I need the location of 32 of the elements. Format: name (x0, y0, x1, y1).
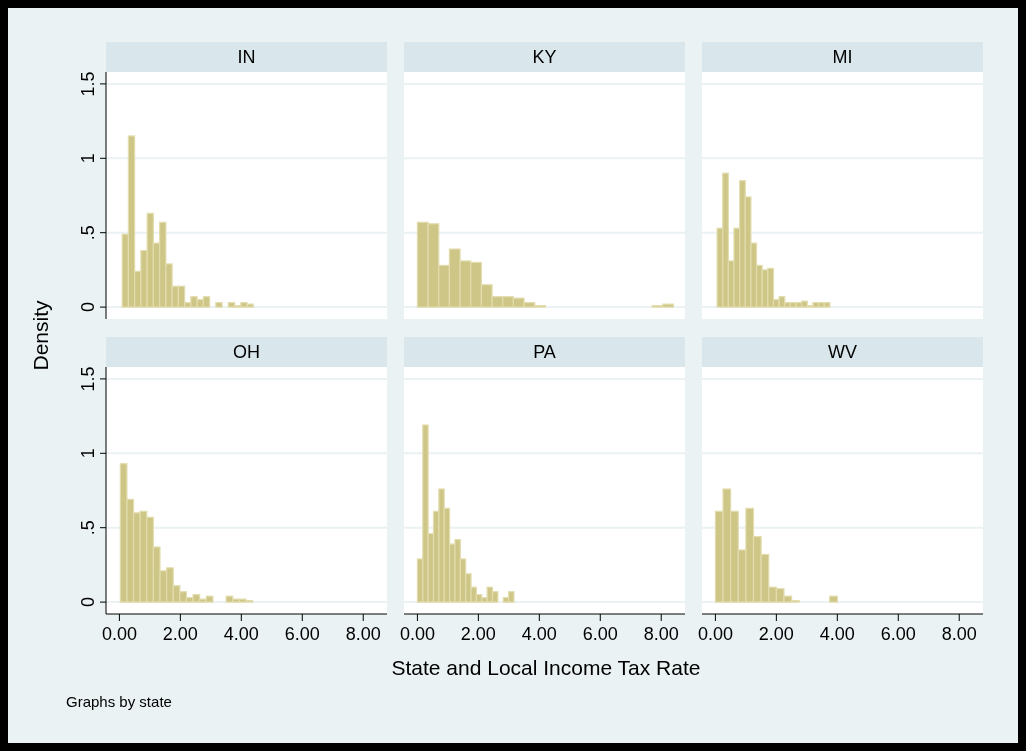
x-tick-label: 8.00 (941, 624, 977, 644)
x-tick-label: 6.00 (880, 624, 916, 644)
x-axis-title: State and Local Income Tax Rate (391, 656, 701, 679)
chart-title: MI (832, 47, 853, 67)
x-tick-label: 0.00 (697, 624, 733, 644)
y-tick-label: 1 (78, 448, 98, 459)
y-tick-label: 0 (78, 597, 98, 608)
x-tick-label: 6.00 (582, 624, 618, 644)
x-tick-label: 4.00 (819, 624, 855, 644)
chart-title: PA (533, 342, 556, 362)
chart-title: OH (233, 342, 260, 362)
x-tick-label: 0.00 (101, 624, 137, 644)
y-tick-label: 1 (78, 153, 98, 164)
x-tick-label: 8.00 (345, 624, 381, 644)
x-tick-label: 6.00 (284, 624, 320, 644)
x-tick-label: 2.00 (162, 624, 198, 644)
x-tick-label: 8.00 (643, 624, 679, 644)
y-tick-label: .5 (78, 225, 98, 241)
y-tick-label: 1.5 (78, 71, 98, 97)
text: Graphs by state (66, 693, 172, 710)
chart-title: KY (532, 47, 557, 67)
x-tick-label: 4.00 (223, 624, 259, 644)
y-tick-label: 0 (78, 302, 98, 313)
chart-title: WV (828, 342, 857, 362)
x-tick-label: 2.00 (460, 624, 496, 644)
y-tick-label: .5 (78, 520, 98, 536)
x-tick-label: 2.00 (758, 624, 794, 644)
y-axis-title: Density (29, 299, 52, 371)
y-tick-label: 1.5 (78, 366, 98, 392)
x-tick-label: 4.00 (521, 624, 557, 644)
chart-title: IN (237, 47, 256, 67)
x-tick-label: 0.00 (399, 624, 435, 644)
